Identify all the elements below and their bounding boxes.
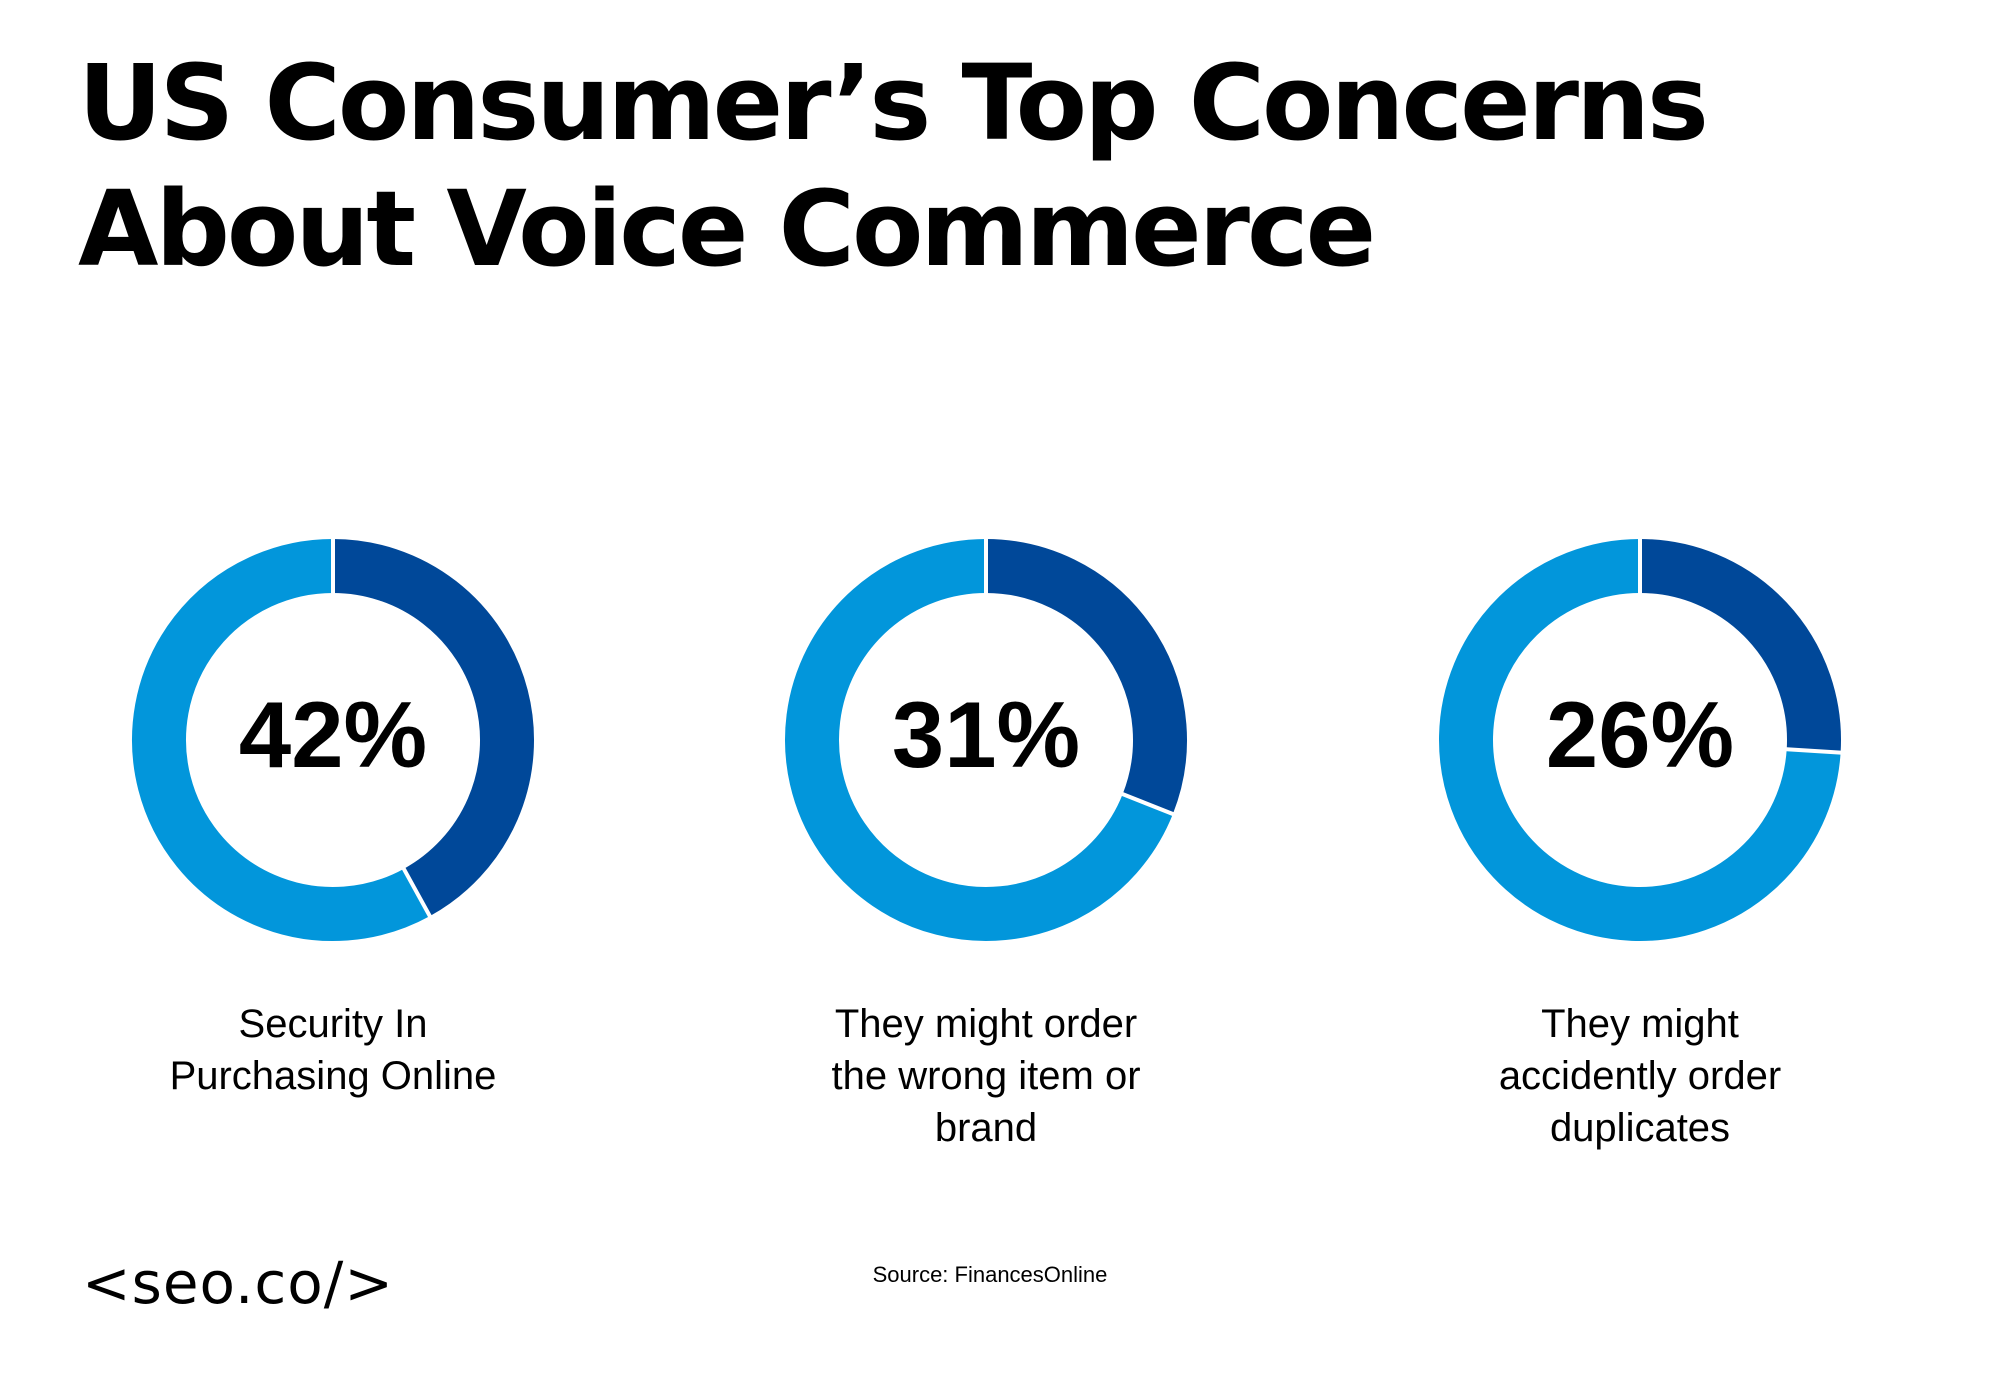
donut-label-line: duplicates xyxy=(1549,1106,1731,1150)
donut-value-label: 26% xyxy=(1546,682,1734,787)
donut-label-line: brand xyxy=(934,1106,1038,1150)
title-line-2: About Voice Commerce xyxy=(78,168,1376,290)
page-title: US Consumer’s Top Concerns About Voice C… xyxy=(78,40,1878,292)
donut-label-line: They might xyxy=(1541,1002,1739,1046)
donut-remainder-arc xyxy=(1439,539,1841,941)
seo-co-logo: <seo.co/> xyxy=(82,1249,394,1317)
donut-label-wrong-item: They might order the wrong item or brand xyxy=(756,998,1216,1154)
donut-value-arc xyxy=(985,539,1187,814)
donut-label-security: Security In Purchasing Online xyxy=(103,998,563,1102)
donut-remainder-arc xyxy=(785,539,1173,941)
donut-chart-duplicates: 26% xyxy=(1439,537,1843,941)
donut-remainder-arc xyxy=(132,539,430,941)
donut-value-arc xyxy=(1639,539,1841,753)
donut-label-line: accidently order xyxy=(1498,1054,1782,1098)
source-credit: Source: FinancesOnline xyxy=(872,1262,1108,1287)
donut-label-line: Security In xyxy=(238,1002,428,1046)
donut-value-label: 31% xyxy=(892,682,1080,787)
donut-label-duplicates: They might accidently order duplicates xyxy=(1410,998,1870,1154)
donut-label-line: Purchasing Online xyxy=(169,1054,497,1098)
donut-value-arc xyxy=(332,539,534,917)
donut-separator xyxy=(401,866,433,919)
donut-chart-security: 42% xyxy=(132,537,534,941)
donut-label-line: the wrong item or xyxy=(831,1054,1141,1098)
donut-separator xyxy=(1784,747,1843,755)
donut-label-line: They might order xyxy=(834,1002,1138,1046)
donut-separator xyxy=(1120,791,1176,817)
title-line-1: US Consumer’s Top Concerns xyxy=(78,42,1709,164)
donut-value-label: 42% xyxy=(239,682,427,787)
donut-chart-wrong-item: 31% xyxy=(785,537,1187,941)
